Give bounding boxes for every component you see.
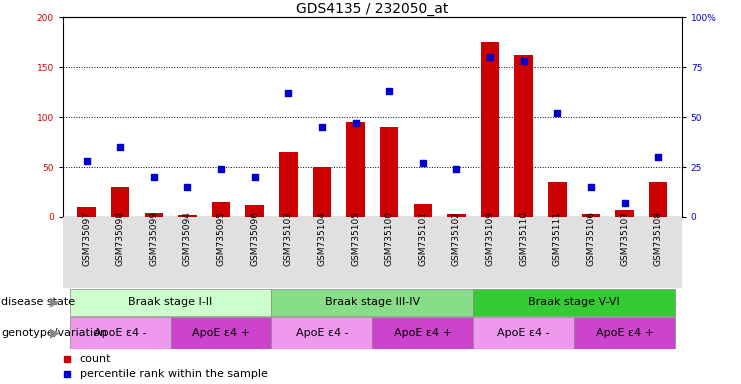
- Bar: [548, 182, 567, 217]
- Point: [484, 54, 496, 60]
- Bar: [212, 202, 230, 217]
- Bar: [447, 214, 465, 217]
- Bar: [271, 318, 373, 349]
- Bar: [245, 205, 264, 217]
- Point: [81, 158, 93, 164]
- Title: GDS4135 / 232050_at: GDS4135 / 232050_at: [296, 2, 448, 16]
- Bar: [473, 318, 574, 349]
- Text: count: count: [80, 354, 111, 364]
- Bar: [413, 204, 432, 217]
- Text: ApoE ε4 +: ApoE ε4 +: [393, 328, 452, 338]
- Bar: [514, 55, 533, 217]
- Bar: [582, 214, 600, 217]
- Bar: [615, 210, 634, 217]
- Bar: [649, 182, 668, 217]
- Bar: [313, 167, 331, 217]
- Point: [215, 166, 227, 172]
- Point: [619, 200, 631, 206]
- Text: ApoE ε4 -: ApoE ε4 -: [296, 328, 348, 338]
- Point: [114, 144, 126, 150]
- Point: [383, 88, 395, 94]
- Bar: [111, 187, 130, 217]
- Bar: [77, 207, 96, 217]
- Text: Braak stage III-IV: Braak stage III-IV: [325, 297, 420, 308]
- Text: genotype/variation: genotype/variation: [1, 328, 107, 338]
- Point: [585, 184, 597, 190]
- Point: [316, 124, 328, 130]
- Point: [518, 58, 530, 64]
- Bar: [380, 127, 399, 217]
- Bar: [144, 213, 163, 217]
- Point: [249, 174, 261, 180]
- Point: [417, 160, 429, 166]
- Bar: [473, 289, 675, 316]
- Text: ▶: ▶: [50, 327, 59, 339]
- Bar: [70, 318, 170, 349]
- Bar: [481, 42, 499, 217]
- Bar: [70, 289, 271, 316]
- Bar: [574, 318, 675, 349]
- Text: ApoE ε4 -: ApoE ε4 -: [94, 328, 147, 338]
- Text: ▶: ▶: [50, 296, 59, 309]
- Text: ApoE ε4 +: ApoE ε4 +: [192, 328, 250, 338]
- Bar: [373, 318, 473, 349]
- Text: Braak stage I-II: Braak stage I-II: [128, 297, 213, 308]
- Point: [451, 166, 462, 172]
- Bar: [346, 122, 365, 217]
- Point: [148, 174, 160, 180]
- Text: Braak stage V-VI: Braak stage V-VI: [528, 297, 620, 308]
- Bar: [178, 215, 196, 217]
- Text: percentile rank within the sample: percentile rank within the sample: [80, 369, 268, 379]
- Point: [350, 120, 362, 126]
- Text: ApoE ε4 +: ApoE ε4 +: [596, 328, 654, 338]
- Bar: [170, 318, 271, 349]
- Point: [551, 110, 563, 116]
- Text: ApoE ε4 -: ApoE ε4 -: [497, 328, 550, 338]
- Text: disease state: disease state: [1, 297, 76, 308]
- Point: [652, 154, 664, 160]
- Point: [282, 90, 294, 96]
- Bar: [271, 289, 473, 316]
- Point: [182, 184, 193, 190]
- Bar: [279, 152, 298, 217]
